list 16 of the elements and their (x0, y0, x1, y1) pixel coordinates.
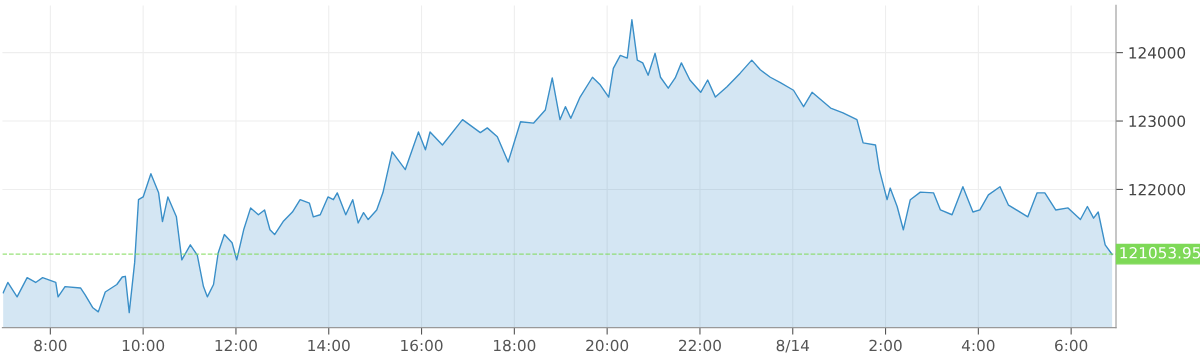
y-tick-label: 122000 (1129, 183, 1186, 196)
x-tick-label: 20:00 (586, 339, 629, 352)
x-tick-label: 8:00 (34, 339, 67, 352)
y-tick-label: 123000 (1129, 115, 1186, 128)
y-tick-label: 124000 (1129, 47, 1186, 59)
ref-line-label: 121053.95 (1120, 247, 1200, 259)
x-tick-label: 14:00 (308, 339, 350, 352)
x-tick-label: 12:00 (215, 339, 257, 352)
x-tick-label: 2:00 (869, 339, 902, 352)
x-tick-label: 4:00 (961, 339, 995, 352)
x-tick-label: 22:00 (679, 339, 721, 352)
x-tick-label: 16:00 (401, 339, 443, 352)
x-tick-label: 10:00 (122, 339, 165, 352)
x-tick-label: 18:00 (494, 339, 536, 352)
x-tick-label: 8/14 (776, 339, 810, 353)
x-tick-label: 6:00 (1055, 339, 1088, 352)
